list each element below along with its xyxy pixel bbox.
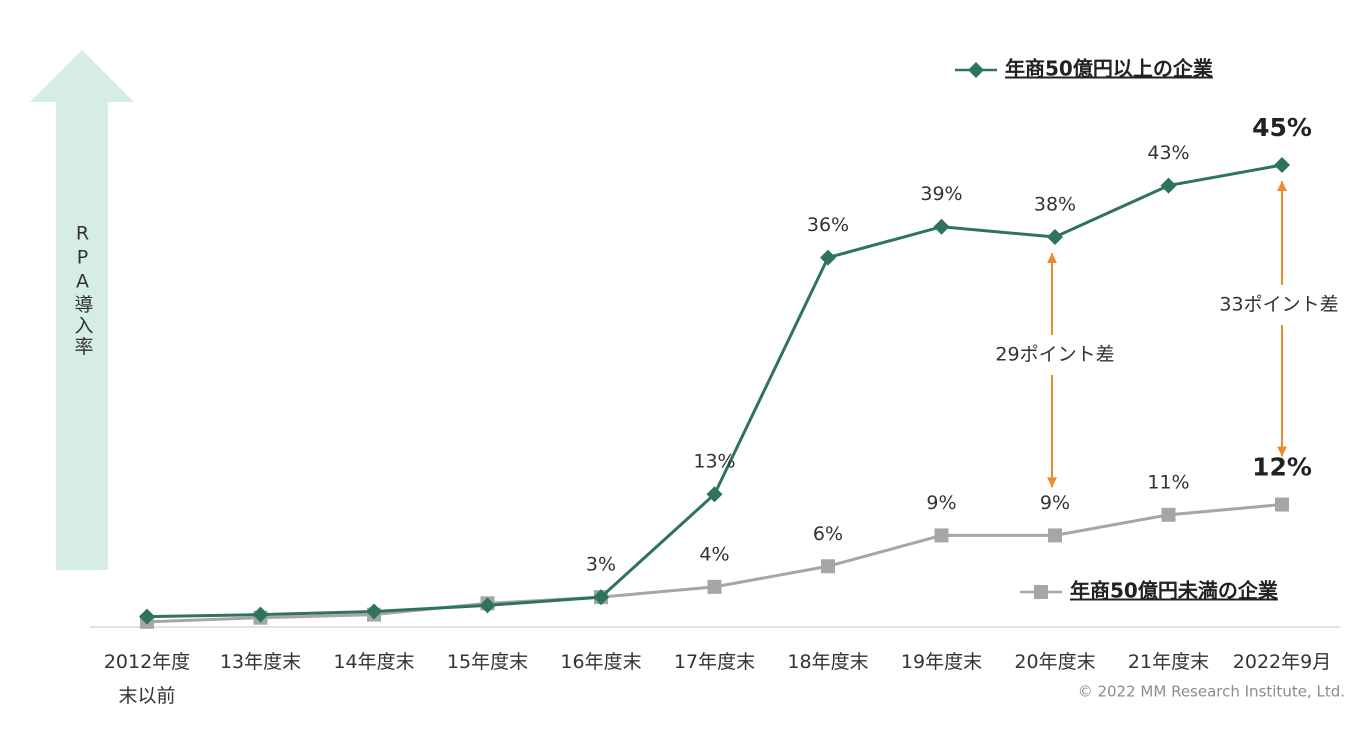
annotation: 33ポイント差 [1219,294,1338,316]
arrow-head [1277,446,1287,457]
point [706,486,723,503]
y-axis-label: RPA導入率 [72,223,94,358]
point [1048,528,1062,543]
data-label: 12% [1252,453,1312,482]
data-label: 3% [586,554,616,576]
point [1047,229,1063,246]
point [593,589,609,606]
point [968,62,984,78]
x-tick-label: 20年度末 [1014,651,1095,673]
axis-arrow [30,50,134,570]
point [1275,497,1289,512]
arrow-head [1047,253,1057,264]
point [1161,507,1176,522]
x-tick-label: 2022年9月 [1233,651,1331,673]
data-label: 43% [1147,142,1189,164]
point [1034,585,1048,599]
annotation: 29ポイント差 [995,344,1114,366]
data-label: 45% [1252,113,1312,142]
point [821,559,835,574]
point [139,608,155,625]
data-label: 4% [699,543,729,565]
legend-label: 年商50億円未満の企業 [1070,579,1279,603]
point [820,249,836,266]
point [1274,157,1290,173]
point [934,528,949,543]
point [933,218,950,235]
point [252,606,269,623]
x-tick-label: 17年度末 [674,651,755,673]
x-tick-label: 13年度末 [220,651,301,673]
point [479,597,496,614]
arrow-head [1277,181,1287,191]
x-tick-label: 18年度末 [787,651,868,673]
data-label: 9% [926,492,956,514]
data-label: 11% [1147,471,1189,493]
source: © 2022 MM Research Institute, Ltd. [1078,683,1345,701]
point [1160,177,1177,194]
data-label: 13% [693,451,735,473]
x-tick-label: 16年度末 [560,651,641,673]
point [366,603,382,620]
data-label: 6% [813,523,843,545]
x-tick-label: 15年度末 [447,651,528,673]
data-label: 36% [807,214,849,236]
legend-label: 年商50億円以上の企業 [1005,57,1214,81]
x-tick-label: 2012年度末以前 [104,651,190,707]
x-tick-label: 21年度末 [1128,651,1209,673]
point [707,579,722,594]
data-label: 9% [1040,492,1070,514]
data-label: 39% [920,183,962,205]
data-label: 38% [1034,194,1076,216]
x-tick-label: 14年度末 [333,651,414,673]
x-tick-label: 19年度末 [901,651,982,673]
arrow-head [1047,477,1057,488]
